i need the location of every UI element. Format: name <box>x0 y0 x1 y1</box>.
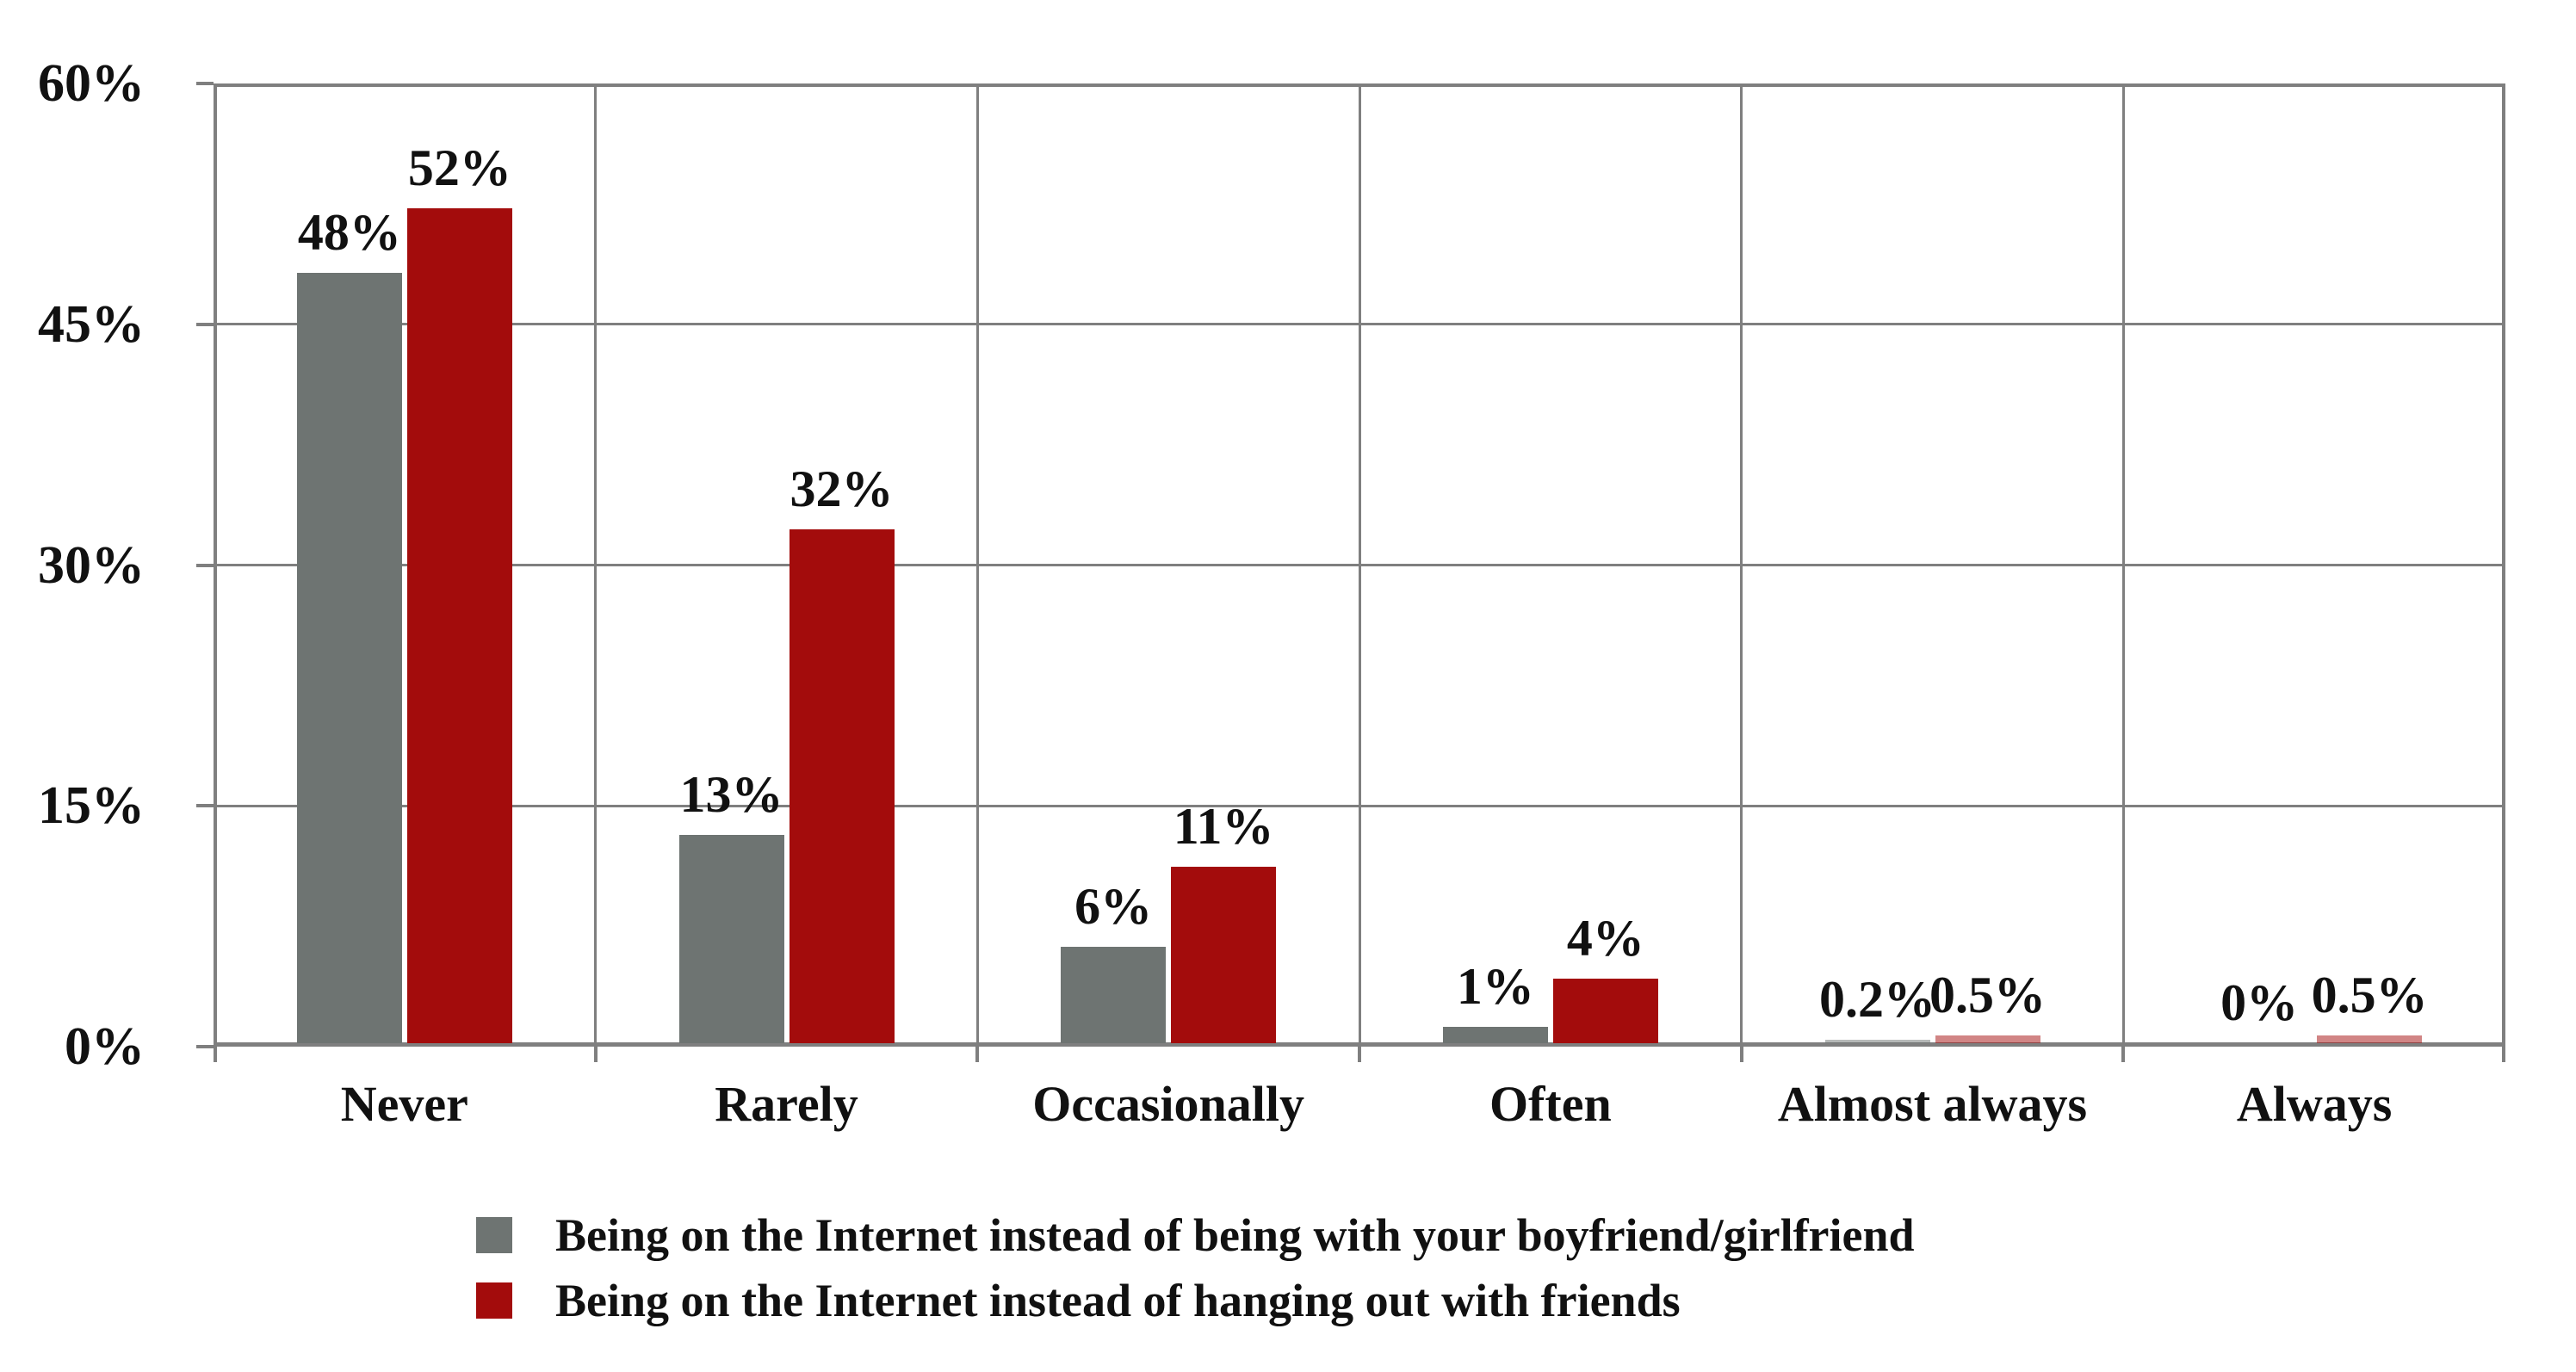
x-category-label: Always <box>2236 1076 2393 1132</box>
x-category-label: Never <box>340 1076 468 1132</box>
x-tick <box>214 1047 217 1062</box>
bar <box>1552 979 1658 1043</box>
bar <box>1061 947 1167 1043</box>
bar-value-label: 13% <box>679 765 783 823</box>
bar <box>789 529 895 1043</box>
y-tick <box>196 82 214 85</box>
x-tick <box>2121 1047 2126 1062</box>
x-tick <box>975 1047 980 1062</box>
legend: Being on the Internet instead of being w… <box>476 1208 1915 1327</box>
x-tick <box>2502 1047 2505 1062</box>
bar-value-label: 52% <box>407 139 511 197</box>
bar <box>1171 866 1277 1043</box>
plot-area: 0% 15% 30% 45% 60% 48% 52% Never 13% 32% Rarely 6% 1… <box>38 54 2505 1131</box>
x-category-label: Almost always <box>1777 1076 2088 1132</box>
bar <box>1935 1035 2040 1043</box>
v-gridline <box>975 83 979 1047</box>
y-tick <box>196 563 214 567</box>
x-tick <box>1739 1047 1743 1062</box>
bar-value-label: 0% <box>2220 974 2299 1031</box>
y-tick <box>196 804 214 808</box>
y-tick-label: 30% <box>38 535 145 595</box>
legend-label-boyfriend-girlfriend: Being on the Internet instead of being w… <box>555 1209 1915 1261</box>
bar-value-label: 11% <box>1173 797 1274 855</box>
bar <box>406 208 512 1043</box>
bar <box>296 272 402 1043</box>
y-tick <box>196 1045 214 1048</box>
x-tick <box>1358 1047 1361 1062</box>
v-gridline <box>594 83 598 1047</box>
legend-item-friends: Being on the Internet instead of hanging… <box>476 1274 1915 1327</box>
y-tick-label: 60% <box>38 54 145 113</box>
y-tick-label: 45% <box>38 294 145 354</box>
bar-value-label: 1% <box>1456 958 1534 1016</box>
bar-value-label: 0.2% <box>1819 971 1935 1029</box>
y-tick-label: 15% <box>38 776 145 836</box>
x-category-label: Occasionally <box>1032 1076 1305 1132</box>
y-tick-label: 0% <box>65 1017 145 1076</box>
bar <box>1442 1027 1548 1043</box>
bar <box>678 834 784 1043</box>
x-category-label: Rarely <box>715 1076 858 1132</box>
x-tick <box>593 1047 598 1062</box>
legend-swatch-red-icon <box>476 1282 512 1319</box>
x-category-label: Often <box>1489 1076 1612 1132</box>
v-gridline <box>1740 83 1743 1047</box>
y-tick <box>196 322 214 326</box>
v-gridline <box>1358 83 1361 1047</box>
bar-value-label: 0.5% <box>2311 966 2428 1023</box>
bar-value-label: 48% <box>297 203 401 261</box>
bar-value-label: 32% <box>790 460 894 518</box>
legend-swatch-gray-icon <box>476 1217 512 1253</box>
bar-value-label: 0.5% <box>1929 966 2046 1023</box>
legend-item-boyfriend-girlfriend: Being on the Internet instead of being w… <box>476 1208 1915 1262</box>
bar <box>1824 1040 1930 1043</box>
legend-label-friends: Being on the Internet instead of hanging… <box>555 1275 1681 1326</box>
bar <box>2317 1035 2423 1043</box>
bar-value-label: 4% <box>1566 910 1644 967</box>
v-gridline <box>2121 83 2125 1047</box>
bar-value-label: 6% <box>1074 878 1153 936</box>
